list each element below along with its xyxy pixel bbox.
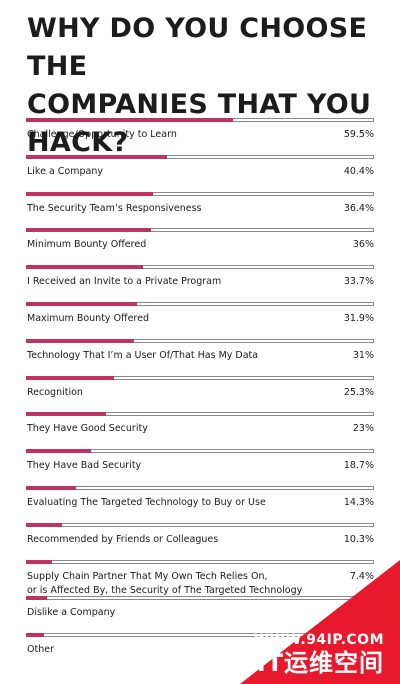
bar-fill [26, 265, 144, 270]
bar-label: Recommended by Friends or Colleagues [27, 533, 219, 545]
bar-value-label: 36.4% [343, 202, 374, 214]
bar-fill [26, 559, 52, 564]
bar-value-label: 25.3% [343, 386, 374, 398]
bar-fill [26, 118, 234, 122]
bar-label: Like a Company [27, 165, 103, 177]
bar-fill [26, 633, 45, 638]
bar-fill [26, 449, 92, 454]
bar-track [26, 633, 374, 638]
bar-value-label: 31% [352, 349, 374, 361]
bar-label: Minimum Bounty Offered [27, 239, 147, 251]
bar-fill [26, 338, 134, 343]
bar-label: Technology That I’m a User Of/That Has M… [27, 349, 259, 361]
bar-fill [26, 412, 107, 417]
bar-label: Supply Chain Partner That My Own Tech Re… [27, 570, 303, 596]
bar-label: They Have Bad Security [27, 460, 142, 472]
bar-track [26, 486, 374, 490]
bar-fill [26, 596, 47, 601]
bar-value-label: 10.3% [343, 533, 374, 545]
bar-label: Dislike a Company [27, 607, 116, 619]
bar-label: Evaluating The Targeted Technology to Bu… [27, 497, 266, 508]
bar-label: Challenge/Opportunity to Learn [27, 129, 177, 140]
bar-value-label: 31.9% [343, 313, 374, 324]
bar-value-label: 33.7% [343, 276, 374, 288]
chart-title: WHY DO YOU CHOOSE THE COMPANIES THAT YOU… [27, 13, 372, 158]
bar-fill [26, 191, 153, 196]
bar-label: Recognition [27, 386, 83, 398]
bar-label: Other [27, 644, 54, 656]
bar-fill [26, 522, 62, 527]
bar-label: I Received an Invite to a Private Progra… [27, 276, 222, 288]
bar-value-label: 7.4% [349, 570, 374, 582]
bar-value-label: 14.3% [343, 497, 374, 508]
bar-fill [26, 375, 115, 380]
bar-value-label: 23% [352, 423, 374, 435]
bar-value-label: 59.5% [343, 129, 374, 140]
bar-value-label: 40.4% [343, 165, 374, 177]
bar-value-label: 36% [352, 239, 374, 251]
bar-track [26, 522, 374, 527]
bar-label: They Have Good Security [27, 423, 148, 435]
bar-track [26, 596, 374, 601]
bar-fill [26, 154, 167, 159]
bar-value-label: 18.7% [343, 460, 374, 472]
bar-track [26, 559, 374, 564]
bar-label: The Security Team’s Responsiveness [27, 202, 202, 214]
bar-label: Maximum Bounty Offered [27, 313, 150, 324]
bar-fill [26, 486, 76, 490]
bar-fill [26, 228, 152, 233]
bar-fill [26, 302, 137, 306]
